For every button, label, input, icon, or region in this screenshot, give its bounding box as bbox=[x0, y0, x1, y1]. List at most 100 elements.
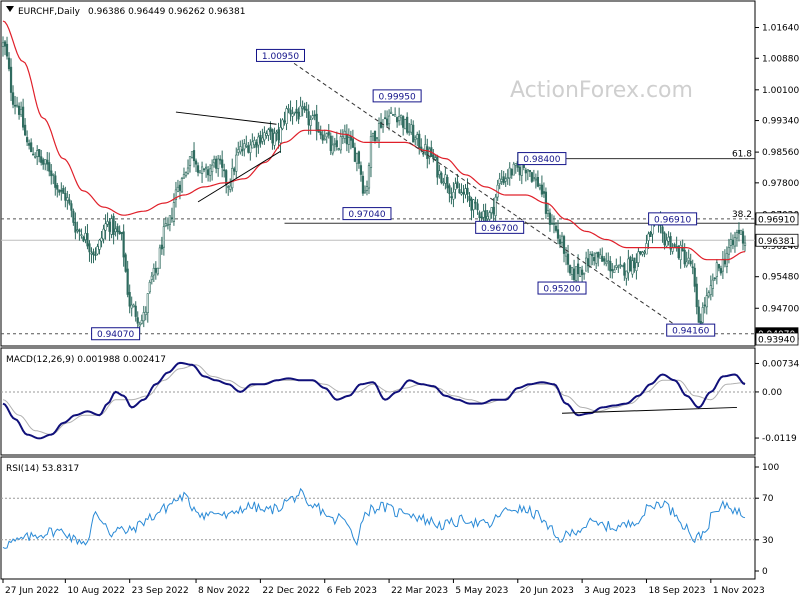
candle-body bbox=[241, 149, 244, 152]
candle-body bbox=[221, 159, 224, 168]
candle-body bbox=[269, 127, 272, 132]
candle-body bbox=[687, 257, 690, 261]
candle-body bbox=[570, 267, 574, 275]
candle-body bbox=[422, 152, 425, 155]
candle-body bbox=[26, 137, 29, 143]
candle-body bbox=[524, 169, 527, 174]
candle-body bbox=[52, 173, 55, 176]
candle-body bbox=[5, 43, 9, 57]
candle-body bbox=[213, 158, 216, 164]
candle-body bbox=[279, 127, 282, 144]
level-label: 0.94070 bbox=[91, 327, 141, 341]
candle-body bbox=[188, 156, 192, 166]
fib-label: 61.8 bbox=[732, 150, 752, 160]
candle-body bbox=[512, 163, 515, 176]
candle-body bbox=[595, 252, 598, 264]
triangle-lower-line bbox=[197, 150, 281, 203]
candle-body bbox=[526, 169, 529, 172]
price-tick-label: 1.00100 bbox=[762, 86, 799, 96]
candle-body bbox=[335, 140, 338, 148]
rsi-tick-label: 0 bbox=[762, 567, 768, 577]
candle-body bbox=[28, 143, 31, 146]
candle-body bbox=[116, 226, 119, 233]
candle-body bbox=[665, 240, 668, 247]
candle-body bbox=[198, 170, 202, 174]
candle-body bbox=[540, 184, 544, 195]
candle-body bbox=[373, 130, 377, 142]
candle-body bbox=[176, 186, 180, 192]
candle-body bbox=[735, 232, 739, 239]
price-tick-label: 0.94700 bbox=[762, 304, 799, 314]
level-label-box bbox=[255, 48, 305, 62]
dropdown-triangle-icon[interactable] bbox=[6, 6, 14, 12]
candle-body bbox=[645, 243, 648, 255]
level-label: 0.98400 bbox=[517, 152, 567, 166]
level-label-box bbox=[372, 89, 422, 103]
candle-body bbox=[587, 258, 590, 267]
candle-body bbox=[273, 133, 276, 146]
level-label-text: 0.94070 bbox=[97, 330, 134, 340]
candle-body bbox=[643, 251, 646, 254]
candle-body bbox=[639, 251, 642, 254]
candle-body bbox=[520, 164, 523, 176]
candle-body bbox=[50, 170, 53, 177]
candle-body bbox=[404, 119, 407, 130]
candle-body bbox=[472, 199, 475, 210]
candle-body bbox=[697, 306, 700, 323]
candle-body bbox=[434, 157, 437, 160]
candle-body bbox=[375, 137, 379, 139]
candle-body bbox=[223, 169, 226, 172]
candle-body bbox=[231, 168, 234, 189]
candle-body bbox=[683, 249, 686, 265]
candle-body bbox=[484, 210, 487, 222]
candle-body bbox=[562, 236, 566, 254]
candle-body bbox=[299, 105, 302, 117]
candle-body bbox=[126, 268, 129, 295]
candle-body bbox=[86, 233, 89, 247]
candle-body bbox=[615, 265, 618, 268]
candle-body bbox=[96, 246, 99, 255]
time-tick-label: 23 Sep 2022 bbox=[132, 586, 189, 596]
candle-body bbox=[1, 42, 5, 47]
level-label: 0.96700 bbox=[475, 220, 525, 234]
candle-body bbox=[494, 196, 497, 216]
candle-body bbox=[480, 216, 483, 219]
candle-body bbox=[609, 260, 612, 272]
level-label-text: 0.97040 bbox=[348, 210, 385, 220]
candle-body bbox=[331, 144, 334, 154]
candle-body bbox=[667, 236, 670, 242]
candle-body bbox=[681, 247, 684, 252]
candle-body bbox=[635, 262, 638, 272]
candle-body bbox=[341, 136, 344, 139]
candle-body bbox=[303, 105, 306, 111]
candle-body bbox=[239, 146, 242, 153]
candle-body bbox=[78, 229, 81, 233]
candle-body bbox=[297, 111, 300, 120]
candle-body bbox=[337, 148, 340, 150]
candle-body bbox=[305, 108, 308, 111]
candle-body bbox=[711, 279, 714, 289]
candle-body bbox=[22, 106, 25, 128]
candle-body bbox=[313, 114, 316, 117]
candle-body bbox=[102, 228, 105, 240]
candle-body bbox=[217, 158, 220, 169]
candle-body bbox=[158, 247, 161, 269]
candle-body bbox=[613, 269, 616, 273]
candle-body bbox=[293, 111, 296, 114]
candle-body bbox=[589, 254, 592, 268]
candle-body bbox=[237, 149, 240, 153]
rsi-tick-label: 70 bbox=[762, 494, 774, 504]
candle-body bbox=[701, 307, 704, 323]
candle-body bbox=[24, 124, 27, 136]
candle-body bbox=[416, 134, 419, 139]
candle-body bbox=[180, 178, 184, 193]
price-tick-label: 0.98560 bbox=[762, 148, 799, 158]
candle-body bbox=[347, 137, 350, 145]
time-tick-label: 10 Aug 2022 bbox=[67, 586, 125, 596]
candle-body bbox=[705, 295, 708, 308]
candle-body bbox=[633, 257, 636, 269]
candle-body bbox=[371, 133, 375, 137]
candle-body bbox=[295, 108, 298, 114]
candle-body bbox=[699, 320, 702, 324]
